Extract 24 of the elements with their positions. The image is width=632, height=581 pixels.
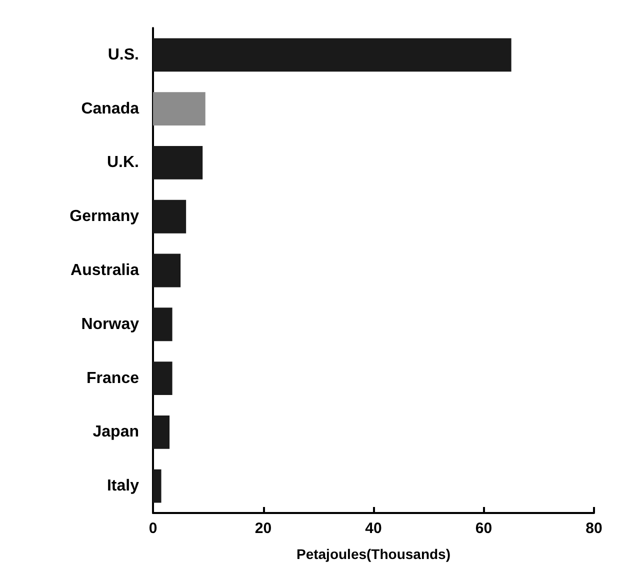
y-tick-label: Australia <box>70 262 140 279</box>
y-tick-label: Japan <box>92 424 139 441</box>
bar <box>153 254 181 288</box>
x-tick-label: 0 <box>148 520 158 537</box>
bar <box>153 146 203 180</box>
x-tick-label: 40 <box>365 520 382 537</box>
bar <box>153 38 512 72</box>
y-tick-label: Italy <box>106 478 140 495</box>
bar <box>153 362 172 395</box>
bar <box>153 200 186 234</box>
y-tick-label: U.K. <box>107 154 139 172</box>
x-tick-label: 80 <box>586 520 602 537</box>
x-tick-label: 60 <box>475 520 492 537</box>
bar <box>153 469 162 503</box>
y-tick-label: U.S. <box>108 46 139 64</box>
x-axis-title: Petajoules(Thousands) <box>296 546 451 562</box>
bar <box>153 92 206 126</box>
bar <box>153 308 172 342</box>
y-tick-label: Canada <box>81 100 140 118</box>
y-tick-label: Norway <box>81 316 140 333</box>
y-tick-label: Germany <box>70 208 140 226</box>
y-tick-label: France <box>86 370 140 387</box>
x-tick-label: 20 <box>254 520 272 537</box>
bar <box>153 415 170 449</box>
